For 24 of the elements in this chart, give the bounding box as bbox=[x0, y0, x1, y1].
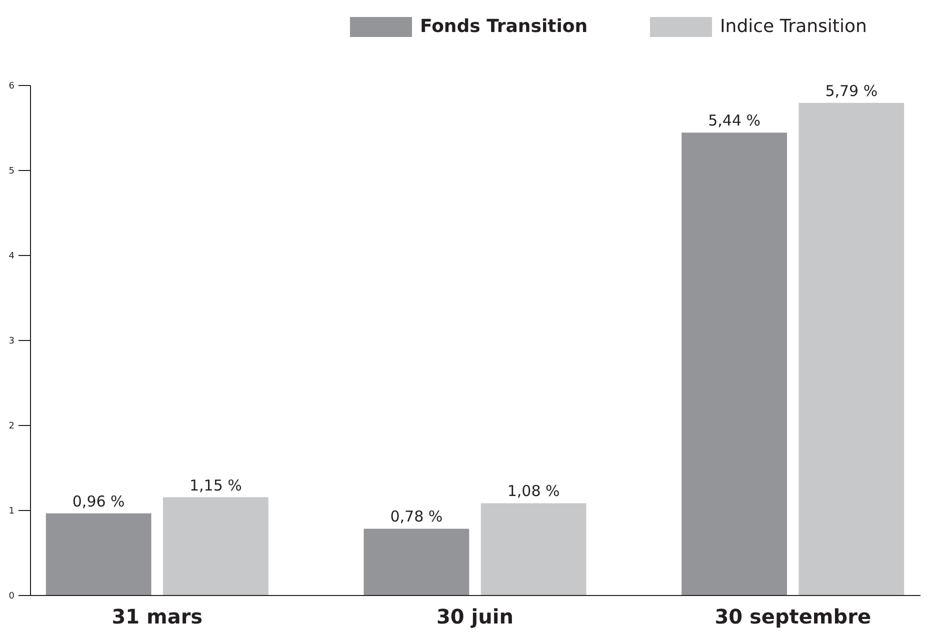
bar bbox=[480, 503, 586, 595]
x-tick-label: 30 juin bbox=[436, 604, 514, 628]
y-tick-label: 5 bbox=[8, 166, 14, 176]
data-label: 1,08 % bbox=[507, 482, 560, 500]
data-label: 5,44 % bbox=[708, 112, 761, 130]
bar bbox=[682, 132, 787, 595]
legend-label: Indice Transition bbox=[720, 16, 867, 37]
bar bbox=[163, 497, 268, 595]
bar bbox=[46, 513, 152, 595]
data-label: 0,96 % bbox=[72, 492, 125, 510]
legend-label: Fonds Transition bbox=[420, 16, 588, 37]
x-tick-label: 30 septembre bbox=[714, 604, 872, 628]
data-label: 5,79 % bbox=[825, 82, 878, 100]
bar bbox=[364, 528, 470, 595]
y-tick-label: 2 bbox=[8, 422, 14, 432]
bar bbox=[798, 102, 904, 595]
y-tick-label: 3 bbox=[8, 336, 14, 346]
data-label: 1,15 % bbox=[189, 476, 242, 494]
data-label: 0,78 % bbox=[390, 508, 443, 526]
y-tick-label: 0 bbox=[8, 592, 15, 602]
x-tick-label: 31 mars bbox=[112, 604, 203, 628]
y-tick-label: 4 bbox=[8, 252, 15, 262]
y-tick-label: 1 bbox=[8, 506, 14, 516]
y-tick-label: 6 bbox=[8, 82, 15, 92]
